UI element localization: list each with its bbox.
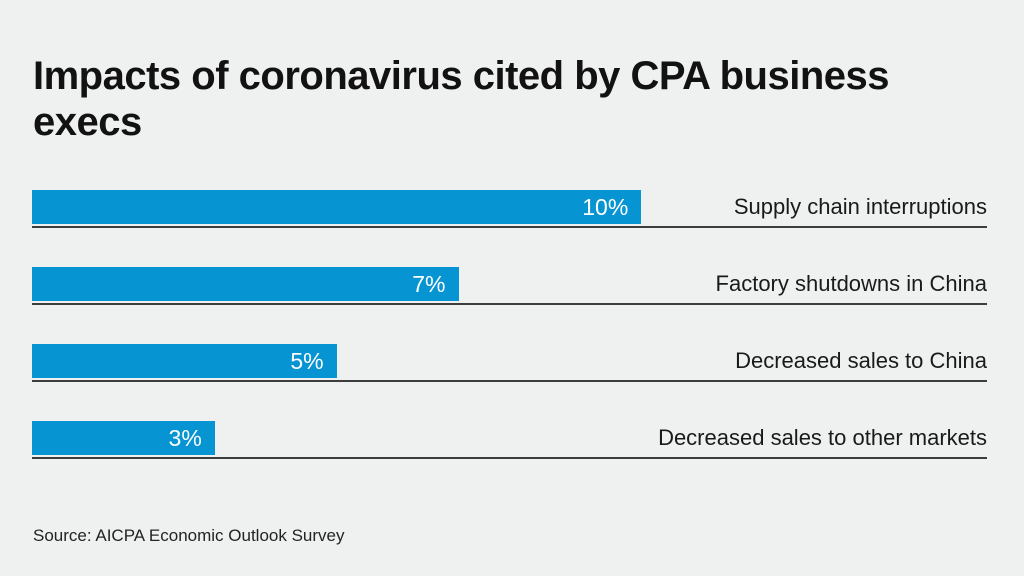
bar-sales-other-markets: 3% <box>32 421 215 455</box>
category-label-supply-chain: Supply chain interruptions <box>733 194 987 219</box>
bar-value-label: 5% <box>290 347 324 374</box>
chart-row-supply-chain: 10% Supply chain interruptions <box>32 190 987 228</box>
chart-row-sales-other-markets: 3% Decreased sales to other markets <box>32 421 987 459</box>
bar-value-label: 3% <box>168 424 202 451</box>
category-label-factory-shutdowns: Factory shutdowns in China <box>715 271 987 296</box>
source-attribution: Source: AICPA Economic Outlook Survey <box>33 526 345 545</box>
category-label-sales-china: Decreased sales to China <box>735 348 987 373</box>
category-label-sales-other-markets: Decreased sales to other markets <box>658 425 987 450</box>
bar-factory-shutdowns: 7% <box>32 267 459 301</box>
bar-supply-chain: 10% <box>32 190 642 224</box>
bar-sales-china: 5% <box>32 344 337 378</box>
chart-row-factory-shutdowns: 7% Factory shutdowns in China <box>32 267 987 305</box>
bar-value-label: 7% <box>412 270 446 297</box>
chart-title: Impacts of coronavirus cited by CPA busi… <box>33 53 890 144</box>
chart-row-sales-china: 5% Decreased sales to China <box>32 344 987 382</box>
bar-chart: 10% Supply chain interruptions 7% Factor… <box>32 190 987 459</box>
bar-value-label: 10% <box>582 193 629 220</box>
